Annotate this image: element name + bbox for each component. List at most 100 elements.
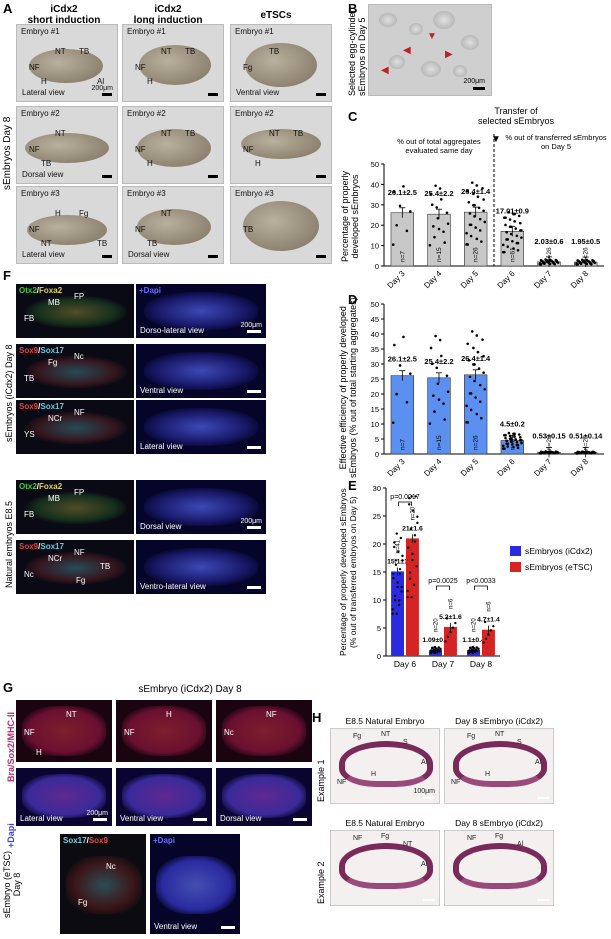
tissue-signal [22, 706, 106, 756]
anatomy-label: Al [421, 861, 428, 868]
tile-title: Embryo #3 [235, 189, 274, 198]
data-point [467, 201, 471, 204]
data-point [449, 631, 452, 634]
arrow-icon: ▶ [445, 49, 453, 60]
anatomy-label: NT [55, 129, 66, 138]
anatomy-label: NF [451, 779, 461, 786]
tissue-signal [144, 408, 258, 446]
panel-b-vlabel: Selected egg-cylinder sEmbryos on Day 5 [347, 9, 367, 96]
data-point [478, 217, 482, 221]
scale-bar [93, 818, 107, 821]
panel-a-tile: Embryo #1 Fg TB Ventral view [230, 24, 332, 102]
scale-bar [247, 390, 261, 393]
data-point [402, 185, 405, 188]
value-label: 4.7±1.4 [477, 617, 500, 624]
data-point [503, 447, 506, 450]
tissue-signal [222, 774, 306, 818]
legend-swatch [510, 562, 521, 572]
data-point [506, 442, 510, 445]
x-tick-label: Day 6 [394, 659, 416, 669]
anatomy-label: Al [421, 759, 428, 766]
data-point [438, 187, 442, 190]
histo-title: Day 8 sEmbryo (iCdx2) [455, 818, 543, 828]
data-point [513, 435, 516, 438]
panel-h-row-label: Example 2 [316, 861, 326, 904]
data-point [454, 621, 457, 625]
data-point [514, 227, 518, 230]
value-label: 0.51±0.14 [569, 431, 603, 440]
data-point [400, 585, 403, 589]
anatomy-label: NF [29, 225, 40, 234]
data-point [438, 338, 442, 342]
stain-separator: / [86, 836, 89, 845]
data-point [468, 375, 472, 379]
data-point [395, 532, 398, 535]
anatomy-label: TB [147, 239, 158, 248]
n-label: n=20 [434, 618, 440, 632]
anatomy-label: NT [403, 841, 413, 848]
data-point [539, 263, 543, 266]
data-point [509, 437, 513, 441]
data-point [437, 398, 441, 401]
histo-title: Day 8 sEmbryo (iCdx2) [455, 716, 543, 726]
anatomy-label: NF [135, 63, 146, 72]
transfer-arrow-icon: ▼ [491, 134, 501, 145]
data-point [408, 372, 412, 375]
anatomy-label: NF [29, 63, 40, 72]
scale-bar [208, 175, 218, 178]
tissue-signal [144, 352, 258, 390]
panel-f-merge-image: Ventral view [136, 344, 266, 398]
data-point [481, 186, 484, 190]
data-point [483, 620, 487, 624]
view-label: Ventro-lateral view [140, 582, 206, 591]
data-point [482, 209, 485, 213]
data-point [412, 583, 416, 587]
panel-h-row-label: Example 1 [316, 759, 326, 802]
panel-a-tile: Embryo #2 NF NT H TB [122, 106, 224, 184]
scale-bar [208, 255, 218, 258]
anatomy-label: MB [48, 298, 60, 307]
anatomy-label: MB [48, 494, 60, 503]
stain-marker-1: Sox9 [19, 542, 39, 551]
anatomy-label: Fg [243, 63, 253, 72]
data-point [435, 206, 439, 209]
n-label: n=26 [546, 247, 553, 262]
scale-bar [247, 586, 261, 589]
data-point [588, 451, 592, 454]
left-note: evaluated same day [405, 146, 472, 155]
panel-g-merge-image: Ventral view [116, 768, 212, 826]
anatomy-label: YS [24, 430, 35, 439]
anatomy-label: TB [100, 562, 111, 571]
anatomy-label: H [147, 77, 153, 86]
tissue-section [339, 843, 433, 889]
data-point [414, 495, 417, 498]
data-point [506, 238, 510, 241]
x-tick-label: Day 7 [532, 269, 554, 290]
data-point [543, 261, 546, 265]
data-point [516, 443, 520, 447]
data-point [465, 404, 468, 408]
data-point [470, 181, 474, 184]
panel-g-merge-image: Dorsal view [216, 768, 312, 826]
anatomy-label: TB [185, 129, 196, 138]
data-point [477, 647, 480, 650]
y-tick-label: 20 [371, 221, 379, 230]
scale-label: 200μm [240, 322, 262, 329]
embryo-shape [241, 129, 321, 159]
n-label: n=26 [473, 435, 480, 450]
significance-bracket [398, 501, 412, 506]
data-point [472, 346, 475, 350]
n-label: n=26 [473, 247, 480, 262]
data-point [472, 192, 475, 196]
stain-marker-2: Sox17 [40, 542, 64, 551]
data-point [504, 436, 507, 440]
anatomy-label: Fg [78, 898, 88, 907]
y-tick-label: 10 [371, 242, 379, 251]
data-point [513, 220, 516, 223]
data-point [398, 364, 402, 367]
anatomy-label: NT [161, 209, 172, 218]
data-point [480, 416, 483, 420]
data-point [411, 558, 414, 562]
panel-b-letter: B [348, 1, 358, 16]
anatomy-label: H [55, 209, 61, 218]
